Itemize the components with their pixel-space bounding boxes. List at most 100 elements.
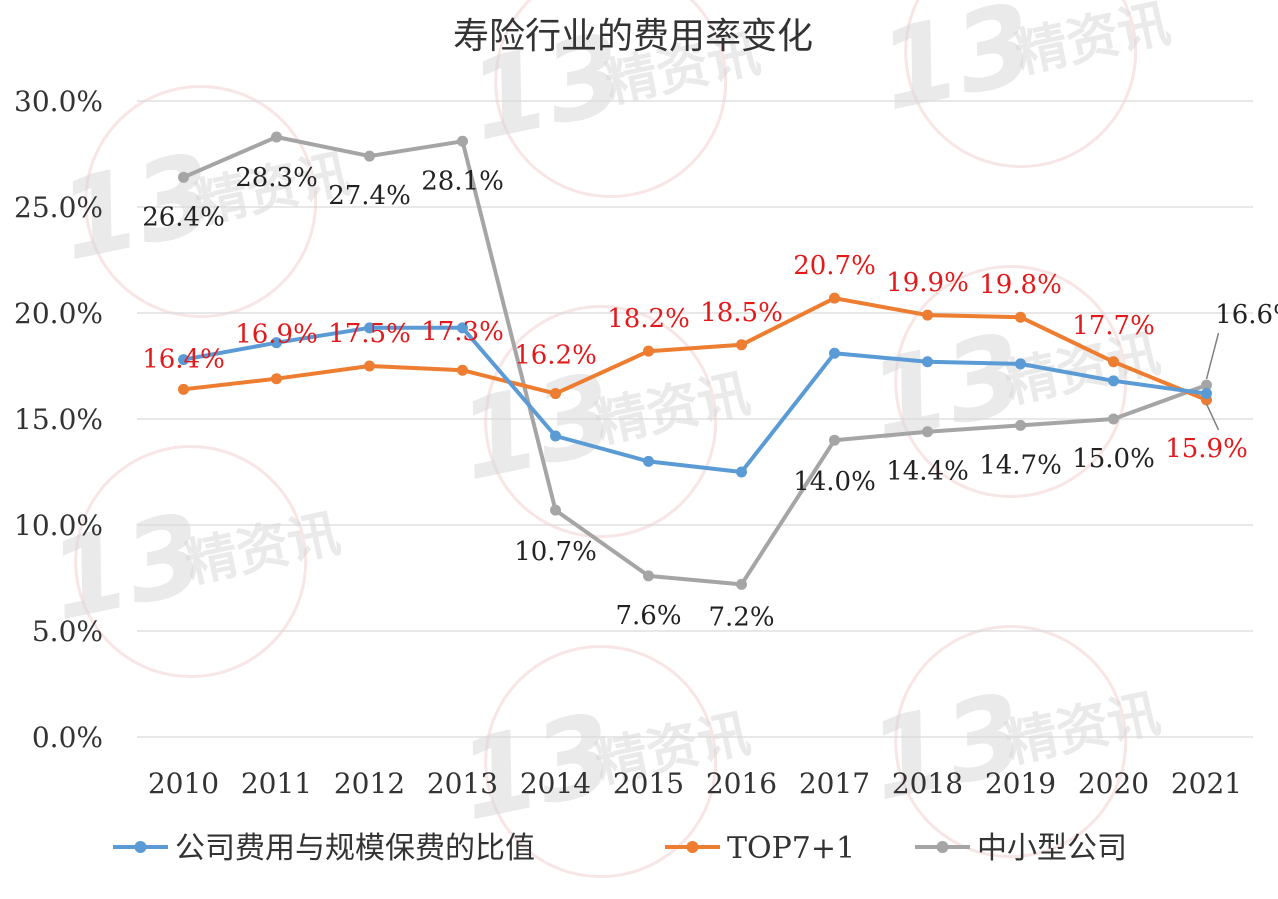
data-point [364, 322, 375, 334]
data-point [271, 373, 282, 385]
data-point [643, 455, 654, 467]
chart-title: 寿险行业的费用率变化 [453, 16, 813, 57]
data-point [922, 309, 933, 321]
data-point [178, 171, 189, 183]
data-point [1201, 379, 1212, 391]
grid-lines [137, 100, 1253, 738]
y-tick-label: 30.0% [14, 85, 103, 118]
data-point [1108, 413, 1119, 425]
y-tick-label: 15.0% [14, 403, 103, 436]
data-point [550, 388, 561, 400]
data-label: 16.9% [235, 320, 318, 350]
y-tick-label: 25.0% [14, 191, 103, 224]
svg-text:13: 13 [859, 308, 1035, 465]
svg-text:13: 13 [39, 488, 215, 645]
series-lines [178, 131, 1212, 590]
data-point [1015, 358, 1026, 370]
data-label: 15.9% [1165, 434, 1248, 464]
data-point [1108, 375, 1119, 387]
x-tick-label: 2020 [1078, 767, 1149, 800]
legend-marker [936, 841, 949, 853]
data-point [271, 131, 282, 143]
data-label: 28.3% [235, 163, 318, 193]
x-tick-label: 2014 [520, 767, 591, 800]
data-point [643, 570, 654, 582]
data-label: 19.9% [886, 268, 969, 298]
data-label: 15.0% [1072, 444, 1155, 474]
legend-marker [686, 841, 699, 853]
y-tick-label: 5.0% [32, 615, 103, 648]
data-point [271, 337, 282, 349]
series-line [183, 325, 1207, 474]
data-point [1015, 311, 1026, 323]
data-label: 28.1% [421, 166, 504, 196]
svg-text:精资讯: 精资讯 [1010, 0, 1175, 85]
data-point [643, 345, 654, 357]
data-label: 14.7% [979, 450, 1062, 480]
data-point [1108, 356, 1119, 368]
data-label: 16.6% [1215, 300, 1278, 330]
legend-label: TOP7+1 [727, 831, 855, 866]
data-point [364, 150, 375, 162]
legend-label: 公司费用与规模保费的比值 [175, 831, 535, 866]
data-labels: 16.4% 16.9% 17.5% 17.3% 16.2% 18.2% 18.5% 20.7%… [142, 163, 1278, 632]
data-label: 17.7% [1072, 311, 1155, 341]
leader-line [1205, 332, 1220, 380]
data-point [736, 578, 747, 590]
data-label: 14.0% [793, 467, 876, 497]
x-tick-label: 2018 [892, 767, 963, 800]
legend-label: 中小型公司 [977, 831, 1127, 866]
legend: 公司费用与规模保费的比值 TOP7+1 中小型公司 [113, 831, 1127, 866]
y-tick-label: 10.0% [14, 509, 103, 542]
data-label: 26.4% [142, 202, 225, 232]
data-label: 20.7% [793, 251, 876, 281]
data-label: 16.4% [142, 344, 225, 374]
svg-text:13: 13 [449, 688, 625, 845]
x-tick-label: 2021 [1171, 767, 1242, 800]
x-tick-label: 2017 [799, 767, 870, 800]
data-point [178, 354, 189, 366]
x-axis-ticks: 2010 2011 2012 2013 2014 2015 2016 2017 2018 2019… [148, 767, 1242, 800]
data-point [736, 466, 747, 478]
x-tick-label: 2011 [241, 767, 312, 800]
legend-item: 公司费用与规模保费的比值 [113, 831, 535, 866]
data-label: 17.5% [328, 319, 411, 349]
data-label: 10.7% [514, 537, 597, 567]
data-label: 16.2% [514, 341, 597, 371]
data-point [364, 360, 375, 372]
series-line [183, 296, 1208, 402]
data-point [829, 347, 840, 359]
data-point [1015, 419, 1026, 431]
svg-text:精资讯: 精资讯 [1000, 684, 1165, 775]
x-tick-label: 2012 [334, 767, 405, 800]
svg-text:13: 13 [459, 8, 635, 165]
legend-item: 中小型公司 [915, 831, 1127, 866]
data-point [829, 434, 840, 446]
y-tick-label: 0.0% [32, 721, 103, 754]
data-point [829, 292, 840, 304]
data-label: 17.3% [421, 317, 504, 347]
data-point [178, 383, 189, 395]
data-point [457, 322, 468, 334]
data-label: 18.2% [607, 304, 690, 334]
legend-marker [134, 841, 147, 853]
svg-text:精资讯: 精资讯 [590, 364, 755, 455]
svg-text:13: 13 [859, 668, 1035, 825]
data-label: 14.4% [886, 457, 969, 487]
data-point [457, 135, 468, 147]
data-point [922, 356, 933, 368]
data-label: 18.5% [700, 298, 783, 328]
data-label: 27.4% [328, 181, 411, 211]
svg-text:精资讯: 精资讯 [180, 504, 345, 595]
data-point [1201, 388, 1212, 400]
legend-item: TOP7+1 [665, 831, 855, 866]
x-tick-label: 2015 [613, 767, 684, 800]
x-tick-label: 2016 [706, 767, 777, 800]
data-label: 7.6% [615, 601, 681, 631]
data-point [922, 426, 933, 438]
data-point [550, 504, 561, 516]
x-tick-label: 2010 [148, 767, 219, 800]
